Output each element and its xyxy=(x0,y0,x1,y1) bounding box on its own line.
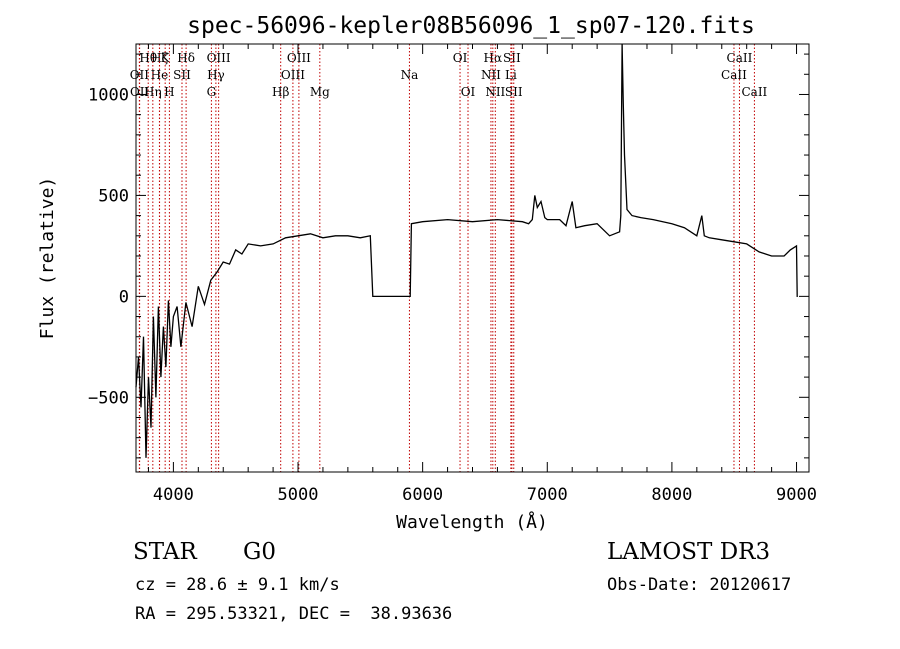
plot-frame xyxy=(135,43,810,473)
marker-label: Hδ xyxy=(177,51,195,65)
y-axis-label: Flux (relative) xyxy=(37,177,58,340)
y-tick-label: 500 xyxy=(98,186,129,206)
marker-label: CaII xyxy=(727,51,753,65)
obs-date: Obs-Date: 20120617 xyxy=(607,575,792,595)
marker-label: Hγ xyxy=(207,68,225,82)
marker-label: NII xyxy=(481,68,501,82)
x-tick-label: 4000 xyxy=(153,485,194,505)
marker-label: SII xyxy=(505,85,523,99)
marker-label: Na xyxy=(401,68,419,82)
x-axis-label: Wavelength (Å) xyxy=(396,511,548,533)
coordinates-text: RA = 295.53321, DEC = 38.93636 xyxy=(135,604,453,624)
marker-label: K xyxy=(161,51,171,65)
marker-label: CaII xyxy=(741,85,767,99)
marker-label: Mg xyxy=(310,85,330,99)
marker-label: Hα xyxy=(484,51,503,65)
marker-label: SII xyxy=(503,51,521,65)
marker-label: Hβ xyxy=(272,85,289,99)
marker-label: Li xyxy=(505,68,517,82)
marker-label: OIII xyxy=(207,51,231,65)
marker-label: OIII xyxy=(287,51,311,65)
x-tick-label: 7000 xyxy=(527,485,568,505)
spectrum-series xyxy=(135,43,798,458)
marker-label: CaII xyxy=(721,68,747,82)
marker-label: OIII xyxy=(281,68,305,82)
marker-label: OI xyxy=(453,51,468,65)
marker-label: SII xyxy=(173,68,191,82)
marker-label: H xyxy=(164,85,174,99)
chart-title: spec-56096-kepler08B56096_1_sp07-120.fit… xyxy=(187,13,755,39)
x-tick-label: 6000 xyxy=(402,485,443,505)
object-type: STAR xyxy=(133,539,197,565)
marker-label: NII xyxy=(485,85,505,99)
marker-label: He xyxy=(151,68,169,82)
axes: 4000 5000 6000 7000 8000 9000 −500 0 500 1000 xyxy=(88,44,817,505)
y-tick-label: −500 xyxy=(88,388,129,408)
x-tick-label: 5000 xyxy=(278,485,319,505)
x-tick-label: 8000 xyxy=(651,485,692,505)
x-tick-label: 9000 xyxy=(776,485,817,505)
y-tick-label: 0 xyxy=(119,287,129,307)
survey-name: LAMOST DR3 xyxy=(607,539,771,565)
marker-label: OII xyxy=(130,68,150,82)
y-tick-label: 1000 xyxy=(88,85,129,105)
redshift-text: cz = 28.6 ± 9.1 km/s xyxy=(135,575,340,595)
marker-label: OII xyxy=(130,85,150,99)
marker-label: Hη xyxy=(144,85,162,99)
series-flux xyxy=(135,43,798,458)
marker-label: OI xyxy=(461,85,476,99)
spectral-subclass: G0 xyxy=(243,539,277,565)
marker-label: G xyxy=(207,85,217,99)
